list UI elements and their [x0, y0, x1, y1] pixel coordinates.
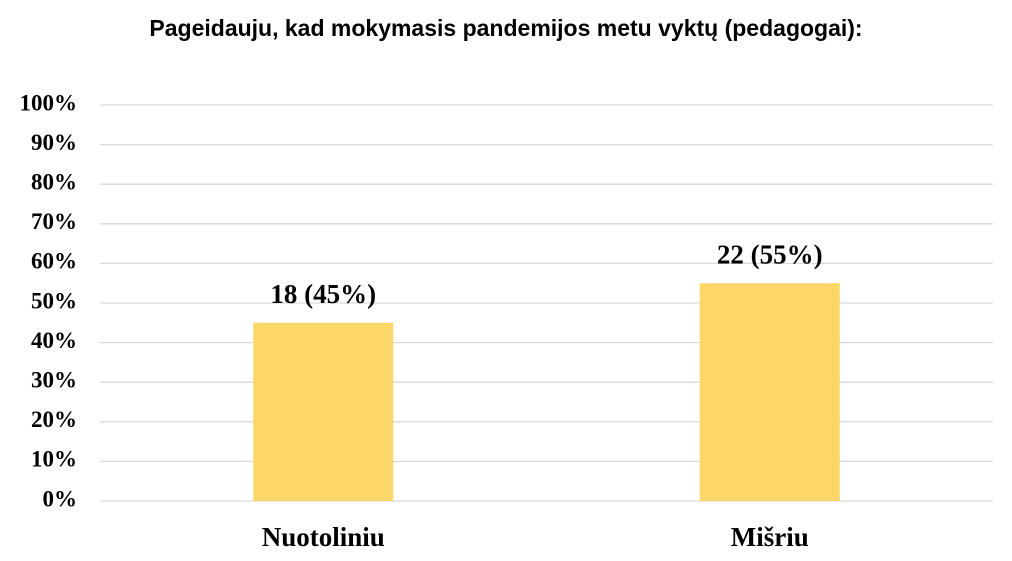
y-tick-label: 40% — [31, 328, 77, 353]
y-tick-label: 0% — [43, 486, 78, 511]
value-label: 22 (55%) — [717, 239, 823, 269]
bar — [253, 322, 394, 501]
value-label: 18 (45%) — [270, 279, 376, 309]
y-tick-label: 80% — [31, 169, 77, 194]
y-tick-label: 10% — [31, 447, 77, 472]
y-tick-label: 50% — [31, 288, 77, 313]
y-tick-label: 90% — [31, 130, 77, 155]
y-tick-label: 30% — [31, 367, 77, 392]
y-tick-label: 100% — [20, 90, 78, 115]
bar — [699, 283, 840, 501]
y-tick-label: 20% — [31, 407, 77, 432]
x-tick-label: Nuotoliniu — [262, 522, 385, 552]
chart-title: Pageidauju, kad mokymasis pandemijos met… — [149, 15, 863, 41]
y-tick-label: 70% — [31, 209, 77, 234]
y-tick-label: 60% — [31, 249, 77, 274]
x-tick-label: Mišriu — [731, 522, 809, 552]
